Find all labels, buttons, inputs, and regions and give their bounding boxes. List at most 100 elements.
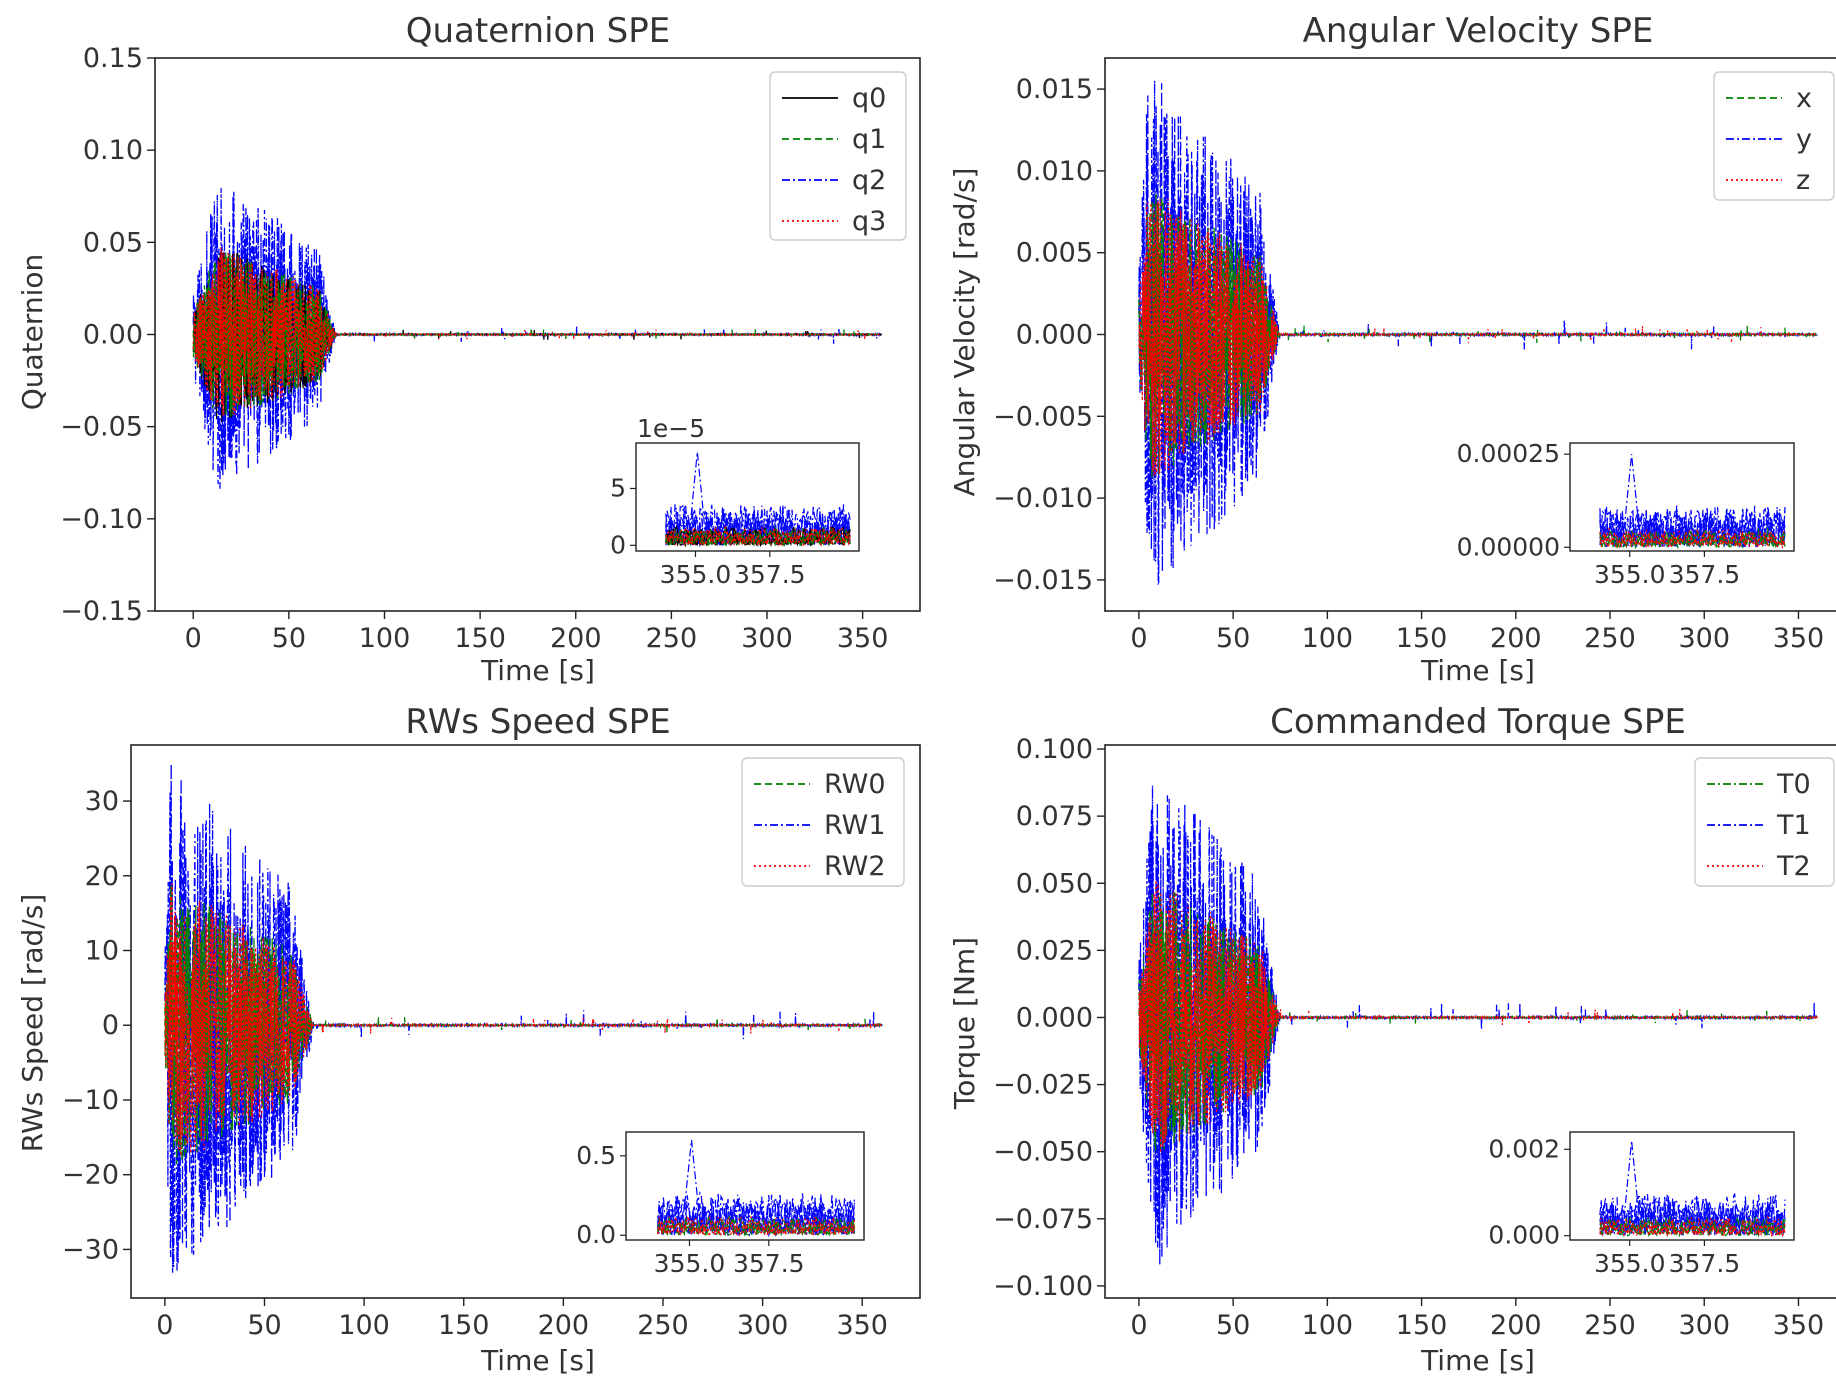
plot-area: 0 50 100 150 200 250 300 350 −0.015 −0.010 −0.005 0…	[993, 57, 1836, 654]
x-tick-label: 150	[454, 623, 506, 654]
x-tick-label: 100	[1302, 1310, 1354, 1341]
chart-title: Quaternion SPE	[406, 11, 671, 51]
inset-x-tick-label: 355.0	[1594, 560, 1666, 589]
legend: RW0 RW1 RW2	[741, 757, 905, 887]
y-tick-label: 0.10	[83, 135, 143, 166]
legend-label-RW2: RW2	[824, 851, 886, 882]
y-axis-label: Torque [Nm]	[948, 937, 981, 1110]
axes-frame	[1104, 744, 1836, 1299]
y-tick-label: −0.005	[993, 401, 1093, 432]
x-tick-label: 50	[1216, 623, 1250, 654]
inset-x-tick-label: 355.0	[654, 1249, 726, 1278]
y-tick-label: 0.075	[1016, 801, 1093, 832]
inset-y-tick-label: 0.000	[1488, 1221, 1560, 1250]
inset-zoom: 1e−5 355.0 357.5 0 5	[610, 414, 860, 589]
x-axis-label: Time [s]	[480, 654, 595, 687]
x-tick-label: 0	[1130, 623, 1147, 654]
y-tick-label: −0.025	[993, 1070, 1093, 1101]
x-tick-label: 300	[1678, 1310, 1730, 1341]
series-q3-line	[192, 247, 883, 418]
legend-label-q3: q3	[852, 206, 886, 237]
chart-title: Angular Velocity SPE	[1303, 11, 1654, 51]
inset-series-y-line	[1599, 454, 1786, 549]
inset-x-tick-label: 357.5	[1669, 1249, 1741, 1278]
legend-label-x: x	[1796, 83, 1812, 114]
chart-title: RWs Speed SPE	[405, 702, 670, 742]
inset-series-q3-line	[665, 527, 851, 547]
inset-series-z-line	[1599, 527, 1786, 549]
legend-box	[1694, 757, 1835, 887]
series-q1-line	[192, 252, 882, 417]
y-tick-label: −0.05	[60, 412, 143, 443]
legend-label-y: y	[1796, 124, 1812, 155]
panel-quaternion-spe: Quaternion SPE Quaternion Time [s] 0 50 10…	[16, 11, 921, 687]
inset-y-tick-label: 5	[610, 473, 626, 502]
y-tick-label: −0.100	[993, 1271, 1093, 1302]
y-tick-label: 0	[102, 1010, 119, 1041]
y-tick-label: 0.050	[1016, 868, 1093, 899]
inset-series-T2-line	[1599, 1217, 1786, 1238]
x-tick-label: 0	[185, 623, 202, 654]
legend-box	[769, 71, 907, 241]
x-tick-label: 350	[836, 1310, 888, 1341]
legend-label-T1: T1	[1776, 810, 1811, 841]
y-tick-label: 0.00	[83, 320, 143, 351]
legend-label-q0: q0	[852, 83, 886, 114]
y-tick-label: 0.010	[1016, 156, 1093, 187]
inset-series-q2-line	[665, 504, 851, 547]
inset-series-RW2-line	[657, 1214, 856, 1238]
inset-series-RW1-line	[657, 1194, 856, 1238]
y-axis-label: Angular Velocity [rad/s]	[948, 168, 981, 497]
inset-series-z-line	[1599, 527, 1786, 549]
inset-frame	[625, 1131, 865, 1241]
x-tick-label: 0	[156, 1310, 173, 1341]
x-tick-label: 300	[741, 623, 793, 654]
inset-series-q3-line	[665, 525, 851, 547]
y-tick-label: −0.10	[60, 504, 143, 535]
y-tick-label: −0.015	[993, 565, 1093, 596]
legend-box	[741, 757, 905, 887]
inset-y-tick-label: 0.0	[576, 1220, 616, 1249]
legend-label-T0: T0	[1776, 769, 1811, 800]
inset-zoom: 355.0 357.5 0.00000 0.00025	[1457, 439, 1795, 589]
inset-zoom: 355.0 357.5 0.000 0.002	[1488, 1131, 1795, 1278]
inset-x-tick-label: 355.0	[1594, 1249, 1666, 1278]
panel-commanded-torque-spe: Commanded Torque SPE Torque [Nm] Time [s…	[948, 702, 1836, 1377]
plot-area: 0 50 100 150 200 250 300 350 −30 −20 −10 0 10 20 30	[62, 744, 921, 1341]
axes-frame	[130, 744, 921, 1299]
x-tick-label: 300	[737, 1310, 789, 1341]
inset-series-q3-line	[665, 527, 851, 547]
legend: q0 q1 q2 q3	[769, 71, 907, 241]
y-tick-label: −0.075	[993, 1204, 1093, 1235]
inset-series-RW1-line	[657, 1193, 856, 1238]
inset-y-tick-label: 0	[610, 530, 626, 559]
x-tick-label: 200	[1490, 1310, 1542, 1341]
series-z-line	[1138, 198, 1818, 476]
inset-x-tick-label: 357.5	[734, 560, 806, 589]
y-tick-label: 0.15	[83, 43, 143, 74]
x-tick-label: 200	[538, 1310, 590, 1341]
x-tick-label: 50	[247, 1310, 281, 1341]
panel-angular-velocity-spe: Angular Velocity SPE Angular Velocity [r…	[948, 11, 1836, 687]
legend: T0 T1 T2	[1694, 757, 1835, 887]
y-tick-label: 0.015	[1016, 74, 1093, 105]
inset-y-tick-label: 0.5	[576, 1141, 616, 1170]
x-tick-label: 50	[272, 623, 306, 654]
inset-offset-label: 1e−5	[637, 414, 705, 443]
y-axis-label: Quaternion	[16, 254, 49, 411]
legend-label-z: z	[1796, 165, 1810, 196]
x-tick-label: 100	[359, 623, 411, 654]
legend-box	[1713, 71, 1835, 201]
legend: xyz	[1713, 71, 1835, 201]
y-tick-label: 20	[85, 861, 119, 892]
x-tick-label: 150	[1396, 623, 1448, 654]
legend-label-q2: q2	[852, 165, 886, 196]
y-axis-label: RWs Speed [rad/s]	[16, 894, 49, 1152]
legend-label-T2: T2	[1776, 851, 1811, 882]
plot-area: 0 50 100 150 200 250 300 350−0.15−0.10−0.050.00…	[60, 43, 921, 654]
plot-area: 0 50 100 150 200 250 300 350 −0.100 −0.075 −0.050 −…	[993, 734, 1836, 1341]
x-tick-label: 350	[1773, 623, 1825, 654]
y-tick-label: −0.15	[60, 596, 143, 627]
chart-title: Commanded Torque SPE	[1270, 702, 1686, 742]
y-tick-label: −0.050	[993, 1137, 1093, 1168]
